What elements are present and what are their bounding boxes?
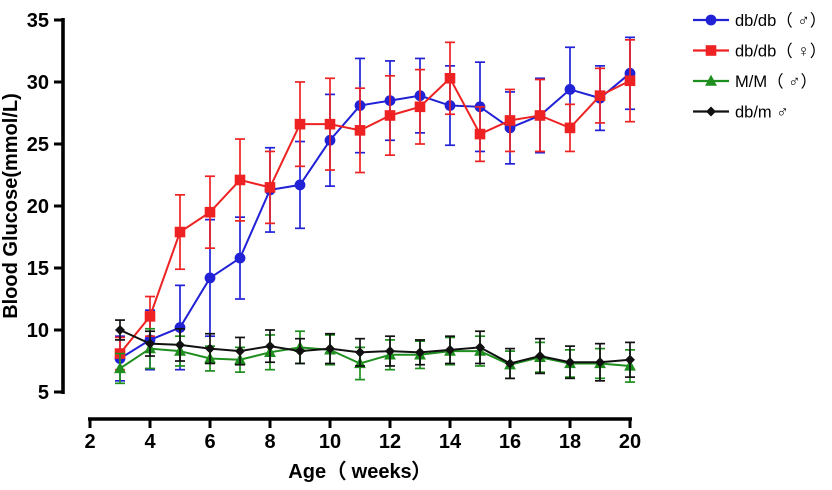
series-marker-dbm-male — [235, 346, 245, 357]
legend-marker-dbdb-male — [705, 14, 717, 26]
series-marker-dbdb-female — [564, 122, 576, 134]
series-marker-dbdb-male — [294, 179, 306, 191]
legend-label-dbdb-male: db/db（ ♂） — [735, 11, 826, 30]
legend-marker-dbm-male — [706, 106, 716, 117]
series-marker-dbm-male — [565, 357, 575, 368]
series-line-dbdb-female — [119, 76, 631, 355]
series-marker-dbdb-female — [144, 311, 156, 322]
series-marker-dbm-male — [445, 344, 455, 355]
series-marker-dbdb-female — [624, 75, 636, 87]
series-marker-dbdb-male — [174, 322, 186, 333]
legend-marker-mm-male — [705, 74, 717, 86]
series-marker-dbdb-female — [294, 118, 306, 130]
x-tick-label: 12 — [379, 431, 401, 453]
series-marker-dbdb-female — [234, 174, 246, 186]
series-marker-dbdb-female — [384, 110, 396, 121]
series-marker-mm-male — [114, 362, 126, 374]
y-tick-label: 5 — [38, 382, 49, 404]
series-marker-dbm-male — [325, 343, 335, 354]
series-marker-dbdb-male — [204, 272, 216, 284]
series-marker-dbdb-female — [204, 206, 216, 218]
series-marker-dbdb-female — [264, 182, 276, 193]
series-marker-dbm-male — [475, 342, 485, 353]
series-marker-dbm-male — [415, 347, 425, 358]
legend-label-mm-male: M/M（ ♂） — [735, 72, 817, 91]
x-tick-label: 6 — [204, 431, 215, 453]
series-marker-dbm-male — [175, 339, 185, 350]
x-tick-label: 16 — [499, 431, 521, 453]
x-tick-label: 18 — [559, 431, 581, 453]
y-tick-label: 35 — [27, 10, 49, 32]
series-marker-dbdb-female — [174, 226, 186, 238]
series-marker-dbdb-female — [354, 125, 366, 136]
series-marker-dbm-male — [595, 357, 605, 368]
series-marker-dbdb-male — [234, 252, 246, 264]
series-marker-dbdb-female — [444, 72, 456, 84]
series-line-mm-male — [119, 346, 631, 370]
y-tick-label: 20 — [27, 196, 49, 218]
series-marker-dbm-male — [265, 341, 275, 352]
series-line-dbm-male — [119, 329, 631, 365]
series-marker-dbm-male — [145, 338, 155, 349]
y-tick-label: 15 — [27, 258, 49, 280]
x-tick-label: 8 — [264, 431, 275, 453]
series-line-dbdb-male — [119, 72, 631, 360]
plot-area: 5 10 15 20 25 30 35 2 4 6 8 10 12 14 16 18 20 db/db（ ♂） db… — [27, 10, 827, 453]
series-marker-dbdb-male — [564, 84, 576, 95]
series-marker-dbdb-female — [534, 110, 546, 121]
series-marker-dbm-male — [115, 325, 125, 335]
x-tick-label: 2 — [84, 431, 95, 453]
series-marker-dbm-male — [625, 354, 635, 365]
series-marker-dbdb-female — [504, 115, 516, 126]
y-axis-title: Blood Glucose(mmol/L) — [0, 93, 22, 319]
y-tick-label: 25 — [27, 134, 49, 156]
series-marker-dbdb-female — [414, 101, 426, 113]
x-axis-title: Age（ weeks） — [288, 460, 431, 483]
y-tick-label: 30 — [27, 72, 49, 94]
series-marker-dbm-male — [205, 343, 215, 354]
x-tick-label: 14 — [439, 431, 462, 453]
legend-marker-dbdb-female — [705, 45, 717, 56]
series-marker-dbdb-female — [594, 90, 606, 101]
series-marker-dbm-male — [355, 347, 365, 358]
series-marker-dbm-male — [295, 346, 305, 357]
series-marker-dbdb-female — [474, 128, 486, 140]
legend-label-dbm-male: db/m ♂ — [735, 104, 789, 122]
y-tick-label: 10 — [27, 320, 49, 342]
series-marker-dbm-male — [535, 351, 545, 362]
legend-label-dbdb-female: db/db（ ♀） — [735, 42, 826, 61]
series-marker-dbdb-female — [324, 118, 336, 130]
series-marker-dbm-male — [505, 358, 515, 369]
x-tick-label: 4 — [144, 431, 156, 453]
series-marker-dbm-male — [385, 346, 395, 357]
x-tick-label: 10 — [319, 431, 341, 453]
x-tick-label: 20 — [619, 431, 641, 453]
